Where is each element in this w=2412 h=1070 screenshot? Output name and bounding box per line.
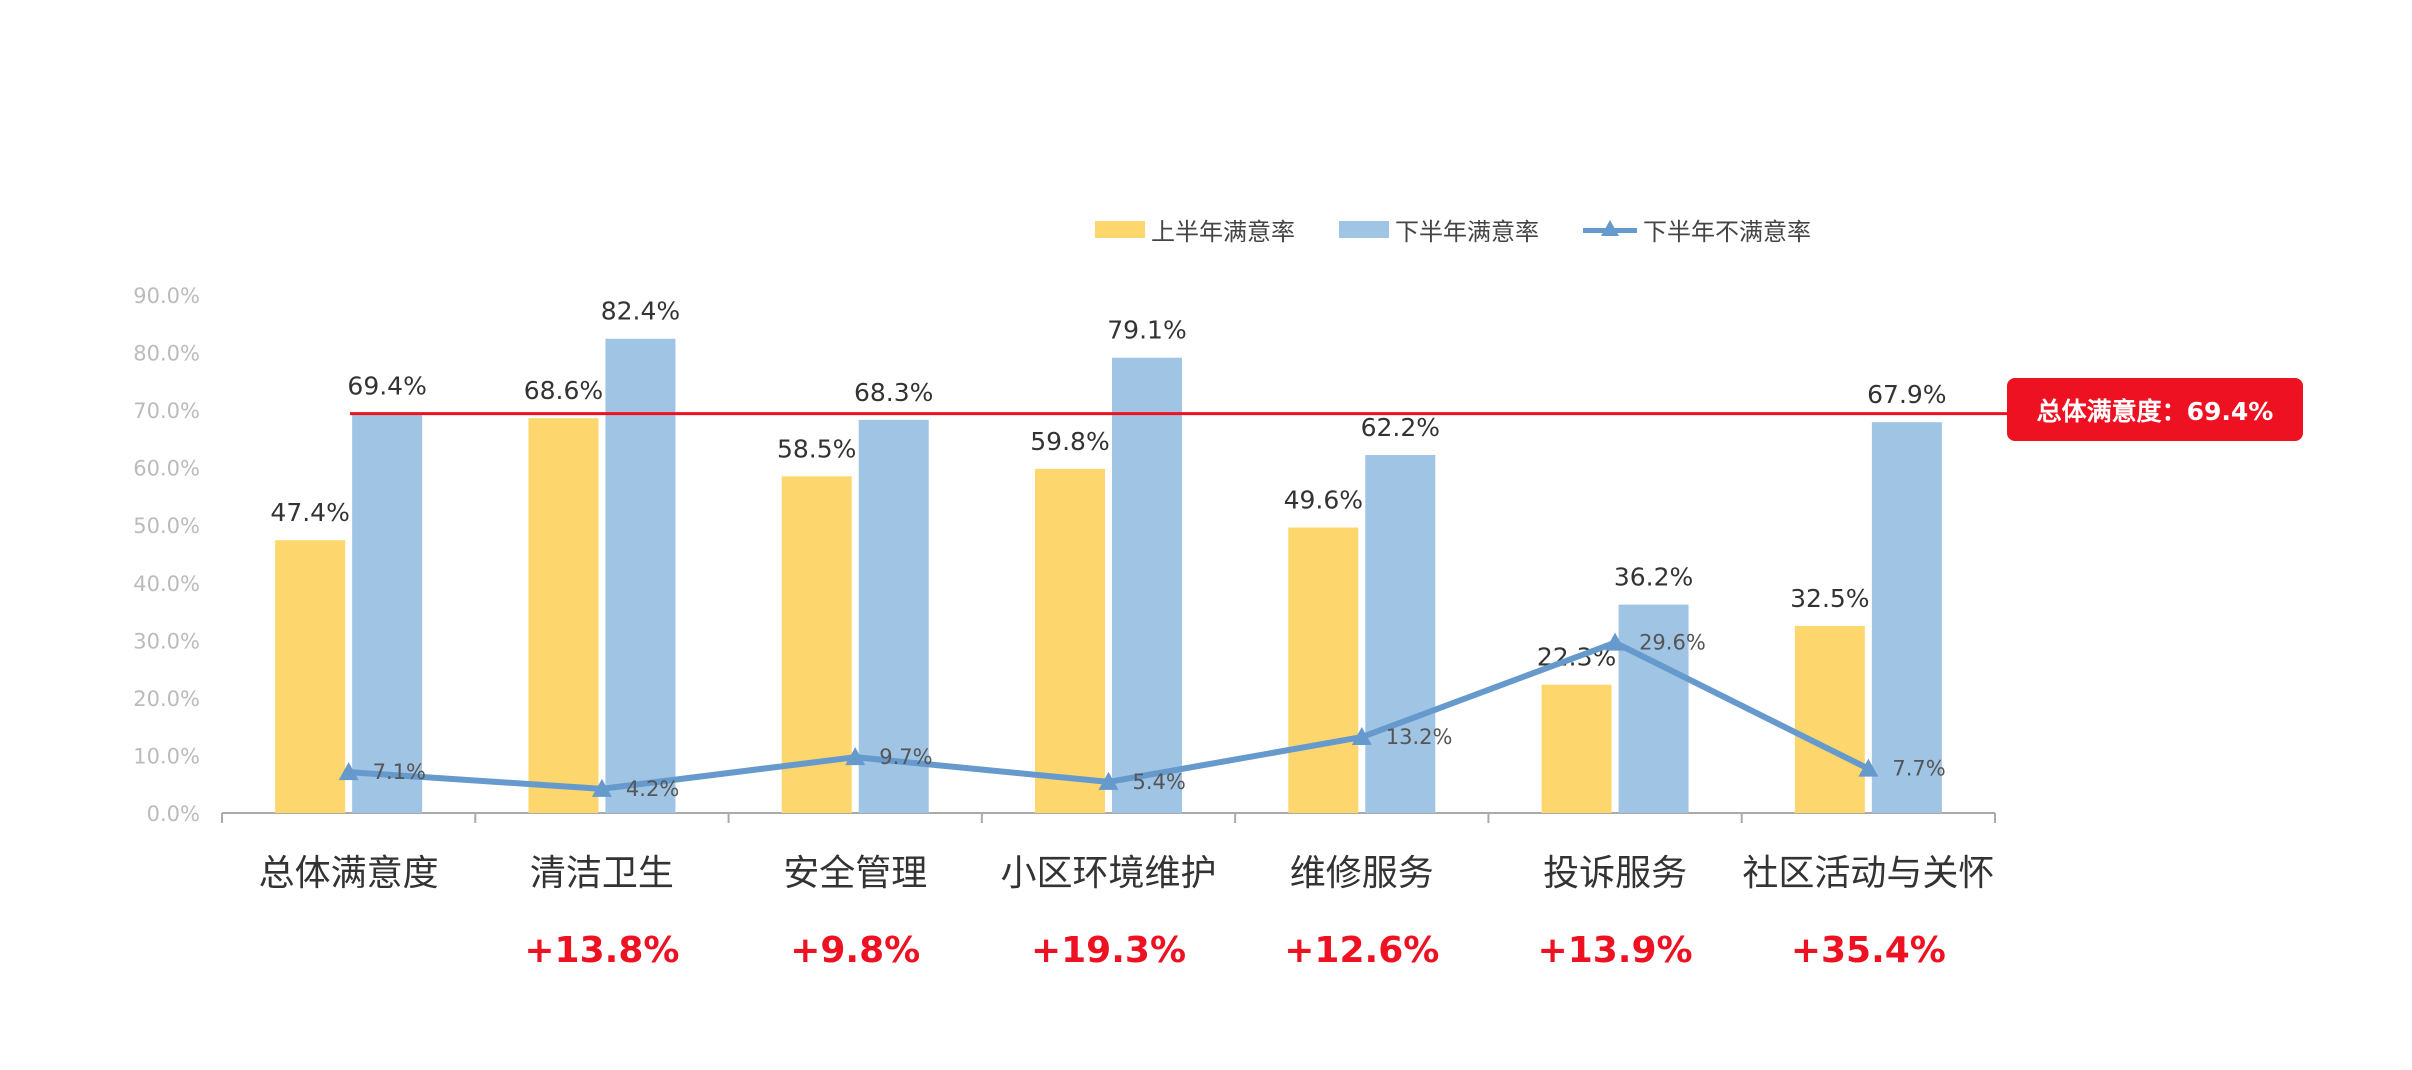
legend-swatch-dissatisfaction xyxy=(1583,218,1637,242)
bar-h1 xyxy=(1288,527,1359,813)
category-label: 社区活动与关怀 xyxy=(1742,853,1994,894)
legend-label-h1: 上半年满意率 xyxy=(1151,218,1295,246)
y-tick-label: 90.0% xyxy=(133,284,200,308)
bar-label-h1: 47.4% xyxy=(270,498,349,527)
bar-h1 xyxy=(1035,468,1105,813)
dissatisfaction-label: 7.7% xyxy=(1892,757,1945,781)
bar-h2 xyxy=(1365,455,1436,813)
y-tick-label: 60.0% xyxy=(133,457,200,481)
legend-item-dissatisfaction[interactable]: 下半年不满意率 xyxy=(1583,212,1811,247)
bar-h1 xyxy=(1794,625,1865,813)
dissatisfaction-label: 5.4% xyxy=(1133,770,1186,794)
bar-h2 xyxy=(605,338,676,813)
category-label: 维修服务 xyxy=(1290,853,1434,894)
bar-h2 xyxy=(1618,604,1689,813)
bar-label-h2: 69.4% xyxy=(347,372,426,401)
bar-label-h2: 82.4% xyxy=(601,297,680,326)
bar-label-h1: 58.5% xyxy=(777,434,856,463)
legend-label-dissatisfaction: 下半年不满意率 xyxy=(1643,218,1811,246)
bar-h2 xyxy=(858,419,929,813)
change-label: +13.9% xyxy=(1538,930,1693,971)
legend-swatch-h1 xyxy=(1095,221,1145,238)
bar-label-h2: 79.1% xyxy=(1107,316,1186,345)
legend-label-h2: 下半年满意率 xyxy=(1395,218,1539,246)
y-tick-label: 70.0% xyxy=(133,399,200,423)
bar-label-h1: 59.8% xyxy=(1030,427,1109,456)
y-tick-label: 40.0% xyxy=(133,572,200,596)
y-tick-label: 30.0% xyxy=(133,629,200,653)
dissatisfaction-marker xyxy=(1351,727,1372,746)
dissatisfaction-label: 4.2% xyxy=(626,777,679,801)
bar-label-h2: 68.3% xyxy=(854,378,933,407)
bar-h2 xyxy=(1112,357,1182,813)
bar-h1 xyxy=(528,418,599,813)
bar-h1 xyxy=(275,540,346,813)
bar-label-h1: 49.6% xyxy=(1284,486,1363,515)
y-tick-label: 10.0% xyxy=(133,744,200,768)
change-label: +9.8% xyxy=(790,930,920,971)
category-label: 小区环境维护 xyxy=(1000,853,1216,894)
dissatisfaction-label: 29.6% xyxy=(1639,631,1706,655)
bar-label-h2: 67.9% xyxy=(1867,380,1946,409)
change-label: +12.6% xyxy=(1284,930,1439,971)
bar-h1 xyxy=(1541,684,1612,813)
dissatisfaction-marker xyxy=(591,778,612,797)
bar-h2 xyxy=(1871,422,1942,813)
dissatisfaction-marker xyxy=(845,747,866,766)
change-label: +19.3% xyxy=(1031,930,1186,971)
bar-label-h2: 62.2% xyxy=(1361,413,1440,442)
legend-item-h1[interactable]: 上半年满意率 xyxy=(1095,212,1295,247)
bar-label-h1: 68.6% xyxy=(524,376,603,405)
bar-h2 xyxy=(352,413,423,813)
bar-label-h2: 36.2% xyxy=(1614,563,1693,592)
dissatisfaction-marker xyxy=(1098,771,1119,790)
change-label: +35.4% xyxy=(1791,930,1946,971)
dissatisfaction-marker xyxy=(338,762,359,781)
change-label: +13.8% xyxy=(524,930,679,971)
legend: 上半年满意率 下半年满意率 下半年不满意率 xyxy=(1095,212,1811,247)
dissatisfaction-marker xyxy=(1605,632,1626,651)
category-label: 安全管理 xyxy=(783,853,927,894)
legend-item-h2[interactable]: 下半年满意率 xyxy=(1339,212,1539,247)
dissatisfaction-label: 13.2% xyxy=(1386,725,1453,749)
category-label: 总体满意度 xyxy=(259,853,439,894)
y-tick-label: 80.0% xyxy=(133,342,200,366)
overall-satisfaction-badge: 总体满意度：69.4% xyxy=(2007,378,2303,441)
dissatisfaction-label: 9.7% xyxy=(879,745,932,769)
category-label: 清洁卫生 xyxy=(530,853,674,894)
y-tick-label: 50.0% xyxy=(133,514,200,538)
category-label: 投诉服务 xyxy=(1543,853,1687,894)
y-tick-label: 20.0% xyxy=(133,687,200,711)
y-tick-label: 0.0% xyxy=(147,802,200,826)
dissatisfaction-marker xyxy=(1858,758,1879,777)
legend-swatch-h2 xyxy=(1339,221,1389,238)
dissatisfaction-label: 7.1% xyxy=(373,760,426,784)
bar-label-h1: 32.5% xyxy=(1790,584,1869,613)
